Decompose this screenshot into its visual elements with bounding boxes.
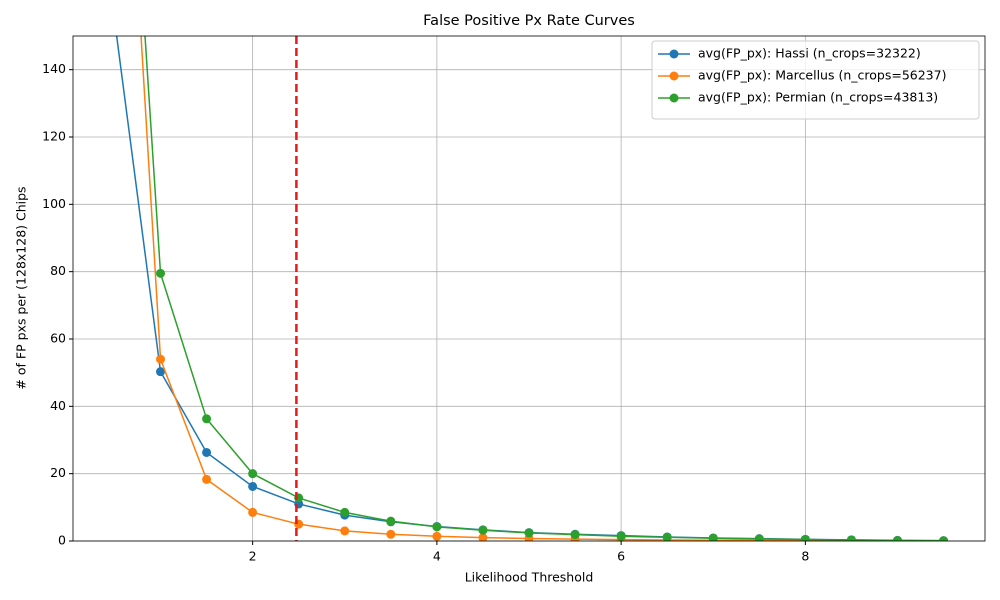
- data-point: [616, 531, 626, 541]
- y-tick-label: 20: [50, 465, 66, 480]
- data-point: [892, 535, 902, 541]
- legend-label: avg(FP_px): Marcellus (n_crops=56237): [698, 68, 946, 83]
- x-tick-label: 2: [249, 549, 257, 564]
- y-tick-label: 120: [42, 129, 66, 144]
- y-tick-label: 140: [42, 61, 66, 76]
- data-point: [662, 532, 672, 541]
- y-tick-label: 80: [50, 263, 66, 278]
- data-point: [524, 528, 534, 538]
- x-tick-label: 6: [617, 549, 625, 564]
- legend: avg(FP_px): Hassi (n_crops=32322) avg(FP_…: [651, 40, 980, 120]
- y-tick-label: 100: [42, 196, 66, 211]
- legend-label: avg(FP_px): Permian (n_crops=43813): [698, 90, 938, 105]
- data-point: [202, 474, 212, 484]
- x-tick-label: 8: [801, 549, 809, 564]
- data-point: [754, 534, 764, 541]
- data-point: [570, 530, 580, 540]
- data-point: [386, 529, 396, 539]
- legend-marker: [669, 49, 679, 59]
- plot-frame: [72, 35, 986, 542]
- data-point: [248, 507, 258, 517]
- legend-box: [651, 40, 980, 120]
- data-point: [202, 447, 212, 457]
- data-point: [156, 268, 166, 278]
- data-point: [248, 469, 258, 479]
- y-tick-label: 60: [50, 331, 66, 346]
- data-point: [939, 536, 949, 541]
- plot-area: [115, 36, 949, 541]
- legend-marker: [669, 93, 679, 103]
- x-tick-label: 4: [433, 549, 441, 564]
- data-point: [846, 535, 856, 541]
- data-point: [386, 516, 396, 526]
- y-tick-label: 40: [50, 398, 66, 413]
- x-axis-label: Likelihood Threshold: [465, 570, 594, 585]
- data-point: [708, 533, 718, 541]
- y-axis-label: # of FP pxs per (128x128) Chips: [14, 186, 29, 389]
- data-point: [800, 534, 810, 541]
- data-point: [156, 367, 166, 377]
- data-point: [432, 522, 442, 532]
- data-point: [478, 525, 488, 535]
- data-point: [248, 481, 258, 491]
- data-point: [156, 354, 166, 364]
- data-point: [432, 531, 442, 541]
- y-tick-label: 0: [58, 533, 66, 548]
- data-point: [202, 414, 212, 424]
- data-point: [340, 526, 350, 536]
- data-point: [340, 507, 350, 517]
- chart-title: False Positive Px Rate Curves: [423, 13, 635, 29]
- data-point: [478, 533, 488, 541]
- legend-marker: [669, 71, 679, 81]
- legend-label: avg(FP_px): Hassi (n_crops=32322): [698, 46, 921, 61]
